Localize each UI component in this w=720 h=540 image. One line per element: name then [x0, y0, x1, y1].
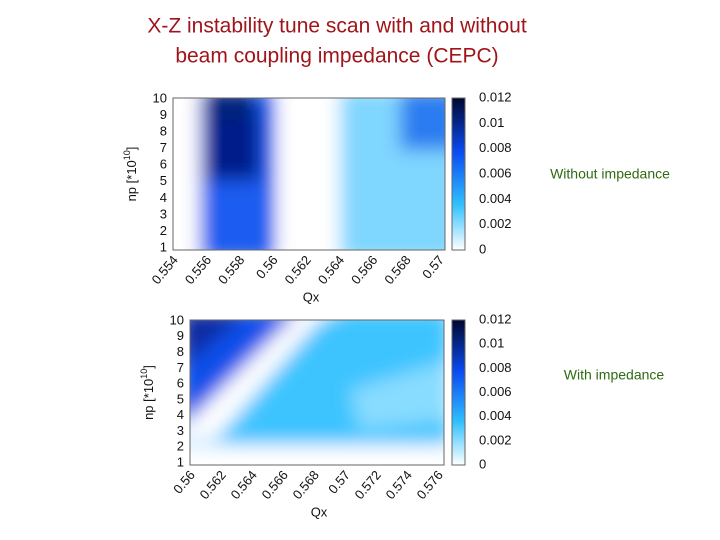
x-tick-label: 0.562 [197, 467, 229, 502]
y-tick-label: 3 [160, 206, 167, 221]
heatmap [173, 98, 445, 250]
colorbar-tick-label: 0.012 [479, 311, 512, 326]
y-tick-label: 3 [177, 423, 184, 438]
y-axis-label-part: ] [124, 147, 139, 151]
y-tick-label: 1 [177, 454, 184, 469]
colorbar [451, 97, 466, 251]
y-tick-label: 7 [160, 140, 167, 155]
x-tick-label: 0.568 [381, 252, 413, 287]
y-tick-label: 8 [160, 124, 167, 139]
colorbar-tick-label: 0.006 [479, 165, 512, 180]
x-tick-label: 0.564 [315, 252, 347, 287]
y-tick-label: 9 [177, 328, 184, 343]
x-tick-label: 0.574 [383, 467, 415, 502]
title-line: X-Z instability tune scan with and witho… [147, 15, 527, 38]
x-axis-label: Qx [311, 504, 328, 519]
colorbar-tick-label: 0.012 [479, 89, 512, 104]
y-tick-label: 8 [177, 344, 184, 359]
panel-caption: Without impedance [550, 166, 670, 182]
y-tick-label: 4 [160, 190, 167, 205]
y-tick-label: 4 [177, 407, 184, 422]
plot-frame [172, 97, 446, 251]
x-tick-label: 0.56 [253, 252, 281, 281]
colorbar-tick-label: 0.004 [479, 191, 512, 206]
y-axis-label: np [*1010] [139, 365, 156, 420]
y-tick-label: 10 [170, 312, 184, 327]
y-tick-label: 5 [177, 391, 184, 406]
heatmap [190, 320, 444, 465]
y-tick-label: 10 [153, 90, 167, 105]
x-axis-label: Qx [303, 289, 320, 304]
x-tick-label: 0.572 [352, 467, 384, 502]
title-line: beam coupling impedance (CEPC) [175, 45, 498, 68]
x-tick-label: 0.566 [348, 252, 380, 287]
y-tick-label: 6 [160, 157, 167, 172]
colorbar-tick-label: 0.006 [479, 384, 512, 399]
colorbar-tick-label: 0.01 [479, 115, 504, 130]
y-tick-label: 2 [177, 439, 184, 454]
x-tick-label: 0.566 [259, 467, 291, 502]
colorbar-tick-label: 0.004 [479, 408, 512, 423]
colorbar-tick-label: 0.008 [479, 360, 512, 375]
colorbar-tick-label: 0.002 [479, 216, 512, 231]
colorbar-tick-label: 0.002 [479, 432, 512, 447]
y-axis-label: np [*1010] [122, 147, 139, 202]
y-tick-label: 5 [160, 173, 167, 188]
y-tick-label: 6 [177, 376, 184, 391]
colorbar-tick-label: 0 [479, 241, 486, 256]
x-tick-label: 0.562 [282, 252, 314, 287]
y-tick-label: 7 [177, 360, 184, 375]
y-tick-label: 1 [160, 239, 167, 254]
colorbar-tick-label: 0.008 [479, 140, 512, 155]
y-axis-label-sup: 10 [139, 369, 149, 379]
y-axis-label-part: np [*10 [124, 160, 139, 201]
y-axis-label-sup: 10 [122, 150, 132, 160]
plot-frame [189, 319, 445, 466]
panel-caption: With impedance [564, 367, 665, 383]
colorbar-tick-label: 0.01 [479, 336, 504, 351]
x-tick-label: 0.564 [228, 467, 260, 502]
y-axis-label-part: ] [141, 365, 156, 369]
x-tick-label: 0.556 [182, 252, 214, 287]
x-tick-label: 0.576 [414, 467, 446, 502]
y-axis-label-part: np [*10 [141, 379, 156, 420]
x-tick-label: 0.56 [170, 467, 198, 496]
colorbar [451, 319, 466, 466]
y-tick-label: 9 [160, 107, 167, 122]
x-tick-label: 0.554 [149, 252, 181, 287]
x-tick-label: 0.57 [419, 252, 447, 281]
colorbar-tick-label: 0 [479, 456, 486, 471]
x-tick-label: 0.558 [215, 252, 247, 287]
y-tick-label: 2 [160, 223, 167, 238]
x-tick-label: 0.57 [325, 467, 353, 496]
x-tick-label: 0.568 [290, 467, 322, 502]
